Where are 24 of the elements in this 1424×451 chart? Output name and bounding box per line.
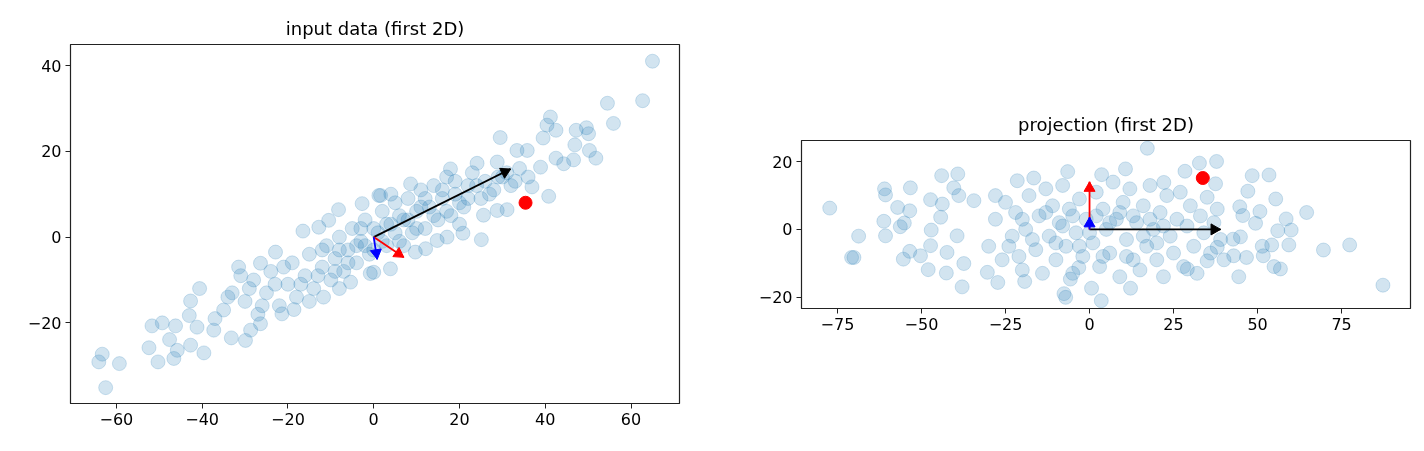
point [1195,171,1210,186]
y-tick-label: −20 [758,288,793,308]
x-tick-label: 25 [1163,314,1184,334]
x-tick-label: 20 [449,409,470,429]
x-tick-label: 60 [620,409,642,429]
y-tick-label: 40 [41,56,62,76]
x-tick-label: −60 [99,409,134,429]
x-tick-label: 75 [1331,314,1352,334]
x-tick-label: −40 [185,409,220,429]
x-tick-label: −50 [904,314,939,334]
point [1083,216,1096,228]
x-tick-label: 0 [1084,314,1095,334]
x-tick-label: 50 [1247,314,1268,334]
y-tick-label: 0 [51,228,62,248]
y-tick-label: 0 [782,220,793,240]
chart-title: input data (first 2D) [285,17,465,39]
x-tick-label: −20 [271,409,305,429]
x-tick-label: −25 [988,314,1023,334]
x-tick-label: −75 [820,314,855,334]
x-tick-label: 0 [368,409,379,429]
chart-title: projection (first 2D) [1018,113,1194,135]
y-tick-label: 20 [41,142,62,162]
y-tick-label: 20 [772,152,793,172]
x-tick-label: 40 [535,409,556,429]
